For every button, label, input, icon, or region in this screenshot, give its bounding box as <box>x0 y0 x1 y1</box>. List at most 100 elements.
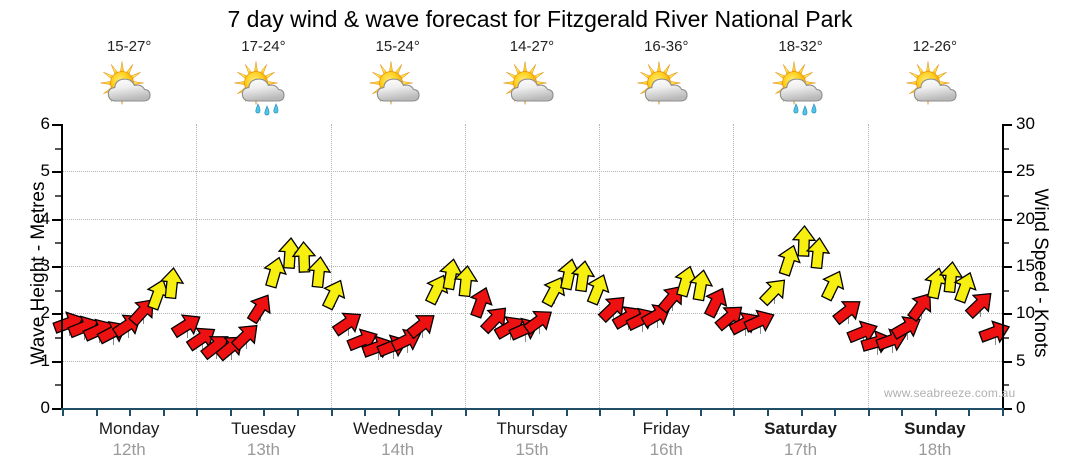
day-header-saturday: 18-32° <box>733 38 867 124</box>
wind-arrow-glyph <box>977 320 1010 344</box>
day-name: Thursday <box>496 419 568 438</box>
wind-arrow-glyph <box>831 301 861 326</box>
day-temperature-range: 18-32° <box>778 38 823 55</box>
day-header-monday: 15-27° <box>62 38 196 124</box>
day-header-friday: 16-36° <box>599 38 733 124</box>
day-header-sunday: 12-26° <box>868 38 1002 124</box>
day-separator-gridline <box>733 124 735 408</box>
wind-arrow-stem <box>891 339 893 353</box>
wind-arrow-glyph <box>247 294 271 325</box>
day-temperature-range: 16-36° <box>644 38 689 55</box>
wind-arrow-glyph <box>820 270 845 302</box>
day-name: Friday <box>642 419 690 438</box>
day-header-tuesday: 17-24° <box>196 38 330 124</box>
x-axis-day-label-saturday: Saturday 17th <box>733 418 867 468</box>
sun-behind-cloud-icon <box>904 56 966 119</box>
wind-arrow-glyph <box>586 273 610 306</box>
wind-arrow-glyph <box>743 309 775 333</box>
wind-arrow-glyph <box>688 269 714 302</box>
x-axis-day-label-thursday: Thursday 15th <box>465 418 599 468</box>
wind-arrow-stem <box>877 341 879 355</box>
left-axis-tick <box>55 337 61 339</box>
left-axis-tick <box>55 195 61 197</box>
day-separator-gridline <box>330 124 332 408</box>
wind-arrow-glyph <box>230 324 258 352</box>
horizontal-gridline <box>62 171 1002 173</box>
day-separator-gridline <box>464 124 466 408</box>
right-axis-tick <box>1003 124 1012 126</box>
bottom-axis-tick <box>297 408 299 416</box>
horizontal-gridline <box>62 313 1002 315</box>
left-axis-tick <box>52 408 61 410</box>
wind-arrow-glyph <box>907 292 932 322</box>
wind-arrow-glyph <box>453 265 479 298</box>
bottom-axis-tick <box>565 408 568 416</box>
bottom-axis-spine <box>61 408 1004 410</box>
left-axis-tick <box>52 313 61 316</box>
sun-behind-cloud-icon <box>98 56 160 119</box>
left-axis-tick-label: 5 <box>40 161 50 181</box>
wind-arrow-glyph <box>405 314 435 339</box>
day-name: Saturday <box>764 419 837 438</box>
weather-icon-svg <box>906 61 957 105</box>
bottom-axis-tick <box>95 408 98 416</box>
left-axis-tick <box>52 266 61 268</box>
right-axis-tick <box>1003 147 1009 150</box>
right-axis-tick-label: 0 <box>1016 398 1026 417</box>
left-axis-tick <box>55 289 61 292</box>
day-temperature-range: 17-24° <box>241 38 286 55</box>
wind-arrow-stem <box>759 320 761 334</box>
wind-arrow-glyph <box>777 245 801 277</box>
wind-arrow-stem <box>407 339 409 353</box>
left-axis-tick-label: 0 <box>40 398 50 417</box>
right-axis-tick <box>1003 218 1012 221</box>
right-axis-tick-label: 5 <box>1016 350 1026 370</box>
wind-arrow-glyph <box>964 292 992 319</box>
bottom-axis-tick <box>599 408 602 416</box>
wind-arrow-glyph <box>291 240 317 273</box>
bottom-axis-tick <box>800 408 803 416</box>
x-axis-day-label-friday: Friday 16th <box>599 418 733 468</box>
day-temperature-range: 15-24° <box>375 38 420 55</box>
wind-arrow-glyph <box>890 315 921 340</box>
left-axis-tick <box>55 242 61 245</box>
day-name: Tuesday <box>231 419 296 438</box>
left-axis-tick <box>52 124 61 126</box>
day-date: 16th <box>649 440 683 459</box>
x-axis-day-label-sunday: Sunday 18th <box>868 418 1002 468</box>
day-separator-gridline <box>196 124 198 408</box>
day-date: 18th <box>918 440 952 459</box>
wind-arrow-glyph <box>953 271 978 304</box>
wind-arrow-glyph <box>703 287 727 319</box>
horizontal-gridline <box>62 266 1002 267</box>
left-axis-tick-label: 2 <box>40 303 50 323</box>
wind-arrow-stem <box>906 326 908 340</box>
right-axis-tick <box>1003 313 1012 316</box>
wind-arrow-glyph <box>791 225 817 258</box>
right-axis-tick <box>1003 195 1009 197</box>
wind-arrow-stem <box>656 315 658 329</box>
day-date: 13th <box>246 440 280 459</box>
day-name: Sunday <box>904 419 966 438</box>
wind-arrow-glyph <box>321 279 345 312</box>
wind-arrow-glyph <box>332 312 362 337</box>
wind-arrow-glyph <box>306 255 332 288</box>
wind-arrow-stem <box>994 332 996 346</box>
bottom-axis-tick <box>767 408 769 416</box>
right-axis-tick <box>1003 384 1009 387</box>
bottom-axis-tick <box>196 408 199 416</box>
bottom-axis-tick <box>699 408 702 416</box>
right-axis-tick <box>1003 289 1009 292</box>
weather-icon-svg <box>234 61 285 116</box>
wind-arrow-stem <box>524 328 526 342</box>
sun-behind-cloud-icon <box>367 56 429 119</box>
day-header-strip: 15-27° 17-24° <box>62 38 1002 124</box>
bottom-axis-tick <box>867 408 870 416</box>
wind-arrow-glyph <box>571 259 596 292</box>
day-date: 15th <box>515 440 549 459</box>
right-axis-tick <box>1003 242 1009 245</box>
left-axis-tick-label: 3 <box>40 256 50 275</box>
plot-area: 0 0 1 5 2 10 3 15 4 20 5 25 6 30 <box>41 115 1035 416</box>
right-axis-tick-label: 20 <box>1016 208 1035 228</box>
